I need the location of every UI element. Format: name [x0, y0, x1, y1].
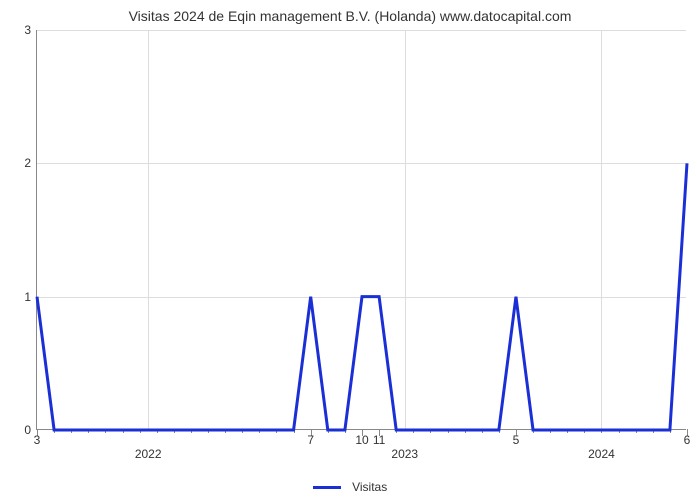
x-year-label: 2023 [391, 429, 418, 461]
legend: Visitas [0, 480, 700, 494]
legend-swatch [313, 486, 341, 489]
chart-title: Visitas 2024 de Eqin management B.V. (Ho… [0, 8, 700, 24]
x-tick-label: 11 [373, 429, 385, 447]
series-line [37, 30, 687, 430]
x-tick-label: 7 [307, 429, 314, 447]
legend-label: Visitas [352, 480, 387, 494]
y-tick-label: 2 [24, 156, 37, 170]
x-year-label: 2024 [588, 429, 615, 461]
x-year-label: 2022 [135, 429, 162, 461]
x-tick-label: 10 [355, 429, 368, 447]
x-tick-label: 3 [34, 429, 41, 447]
x-tick-label: 5 [513, 429, 520, 447]
x-tick-label: 6 [684, 429, 691, 447]
chart-container: Visitas 2024 de Eqin management B.V. (Ho… [0, 0, 700, 500]
plot-area: 012320222023202437101156 [36, 30, 686, 430]
y-tick-label: 1 [24, 290, 37, 304]
y-tick-label: 3 [24, 23, 37, 37]
